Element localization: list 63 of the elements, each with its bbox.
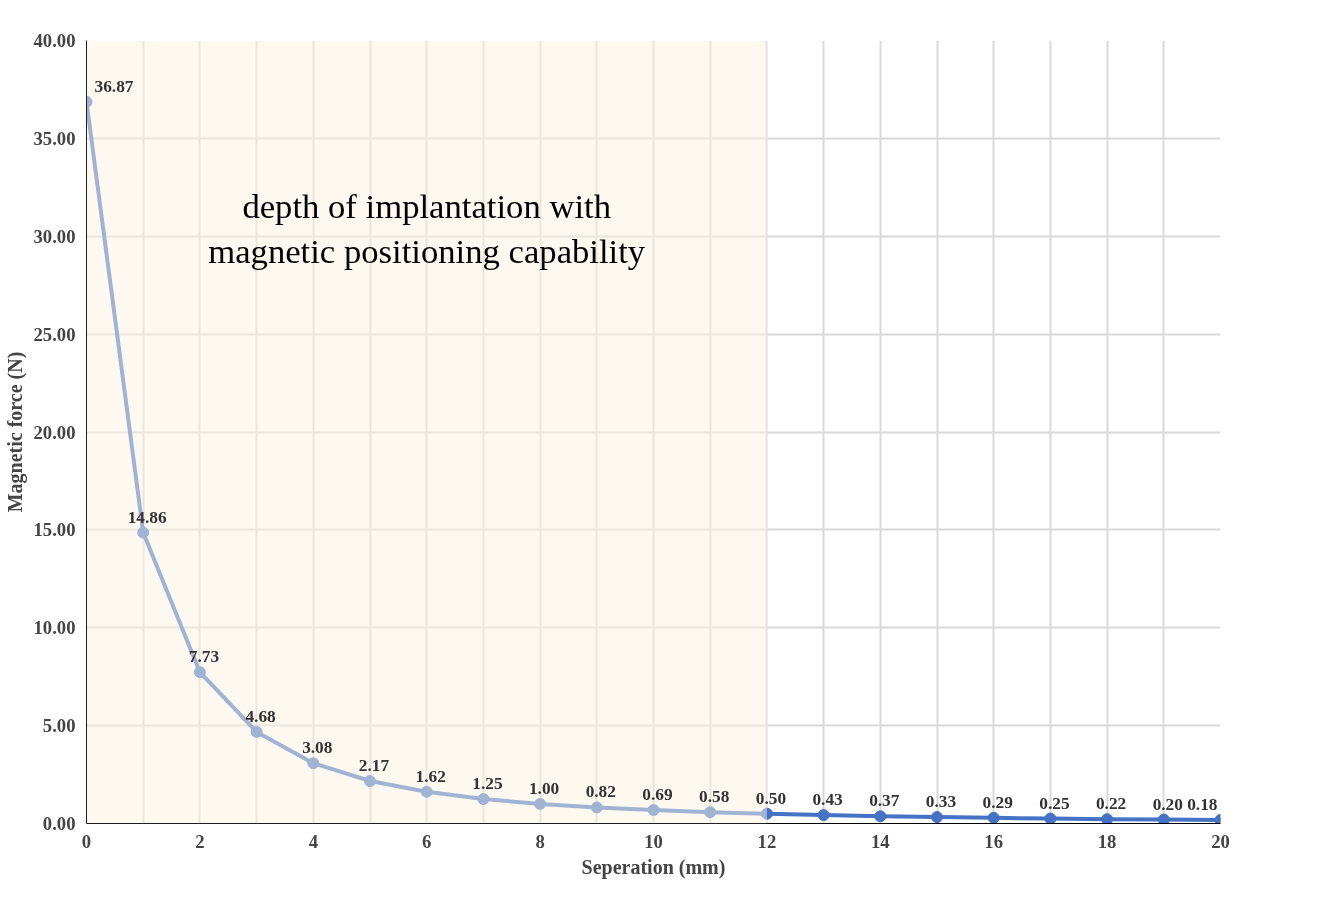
data-label: 36.87: [94, 76, 134, 96]
data-label: 1.00: [528, 778, 560, 798]
x-tick-label: 18: [1097, 830, 1117, 852]
point: [307, 757, 320, 770]
point: [760, 807, 773, 820]
data-label: 0.69: [642, 784, 673, 804]
x-tick-label: 12: [757, 830, 777, 852]
y-tick-label: 0.00: [42, 813, 76, 834]
y-tick-label: 30.00: [33, 225, 76, 247]
x-tick-label: 8: [535, 830, 545, 852]
point: [1044, 812, 1057, 824]
data-label: 0.29: [982, 792, 1014, 812]
x-tick-label: 10: [644, 830, 663, 852]
point: [987, 811, 1000, 824]
point: [137, 526, 150, 539]
point: [477, 793, 490, 806]
y-tick-label: 5.00: [42, 715, 76, 737]
data-label: 0.18: [1187, 794, 1218, 814]
x-tick-label: 0: [81, 830, 92, 852]
data-label: 0.37: [869, 791, 900, 811]
point: [590, 801, 603, 814]
point: [420, 785, 433, 798]
point: [193, 666, 206, 679]
data-label: 3.08: [302, 738, 333, 758]
point: [534, 797, 547, 810]
band-label: depth of implantation with magnetic positioning capability: [208, 186, 646, 271]
data-label: 0.43: [812, 790, 844, 810]
x-tick-label: 16: [984, 830, 1004, 852]
data-label: 2.17: [358, 756, 390, 776]
data-label: 7.73: [188, 647, 220, 667]
x-tick-label: 4: [308, 830, 318, 852]
y-tick-label: 10.00: [33, 617, 76, 639]
point: [817, 809, 830, 822]
data-label: 1.62: [415, 766, 446, 786]
point: [364, 775, 376, 788]
y-tick-label: 35.00: [33, 127, 76, 149]
data-label: 0.50: [755, 788, 787, 808]
data-label: 0.33: [925, 792, 957, 812]
data-label: 0.58: [699, 787, 730, 807]
point: [1101, 813, 1114, 824]
x-axis-title: Seperation (mm): [581, 855, 726, 879]
data-label: 0.22: [1095, 794, 1127, 814]
y-tick-label: 25.00: [33, 323, 76, 345]
y-tick-label: 15.00: [33, 519, 76, 541]
point: [647, 804, 660, 816]
point: [704, 806, 717, 819]
point: [250, 725, 263, 738]
y-axis-title: Magnetic force (N): [3, 351, 27, 513]
point: [931, 811, 943, 824]
x-tick-label: 2: [195, 830, 205, 852]
y-tick-label: 20.00: [33, 421, 76, 443]
data-label: 4.68: [245, 706, 277, 726]
data-label: 14.86: [127, 507, 168, 527]
x-tick-label: 14: [870, 830, 890, 852]
x-tick-label: 6: [422, 830, 432, 852]
point: [1157, 813, 1170, 824]
data-label: 0.82: [585, 782, 616, 802]
data-label: 0.25: [1039, 793, 1070, 813]
y-tick-label: 40.00: [33, 30, 76, 51]
x-tick-label: 20: [1211, 830, 1230, 852]
data-label: 1.25: [472, 774, 503, 794]
data-label: 0.20: [1152, 794, 1183, 814]
point: [874, 810, 887, 823]
